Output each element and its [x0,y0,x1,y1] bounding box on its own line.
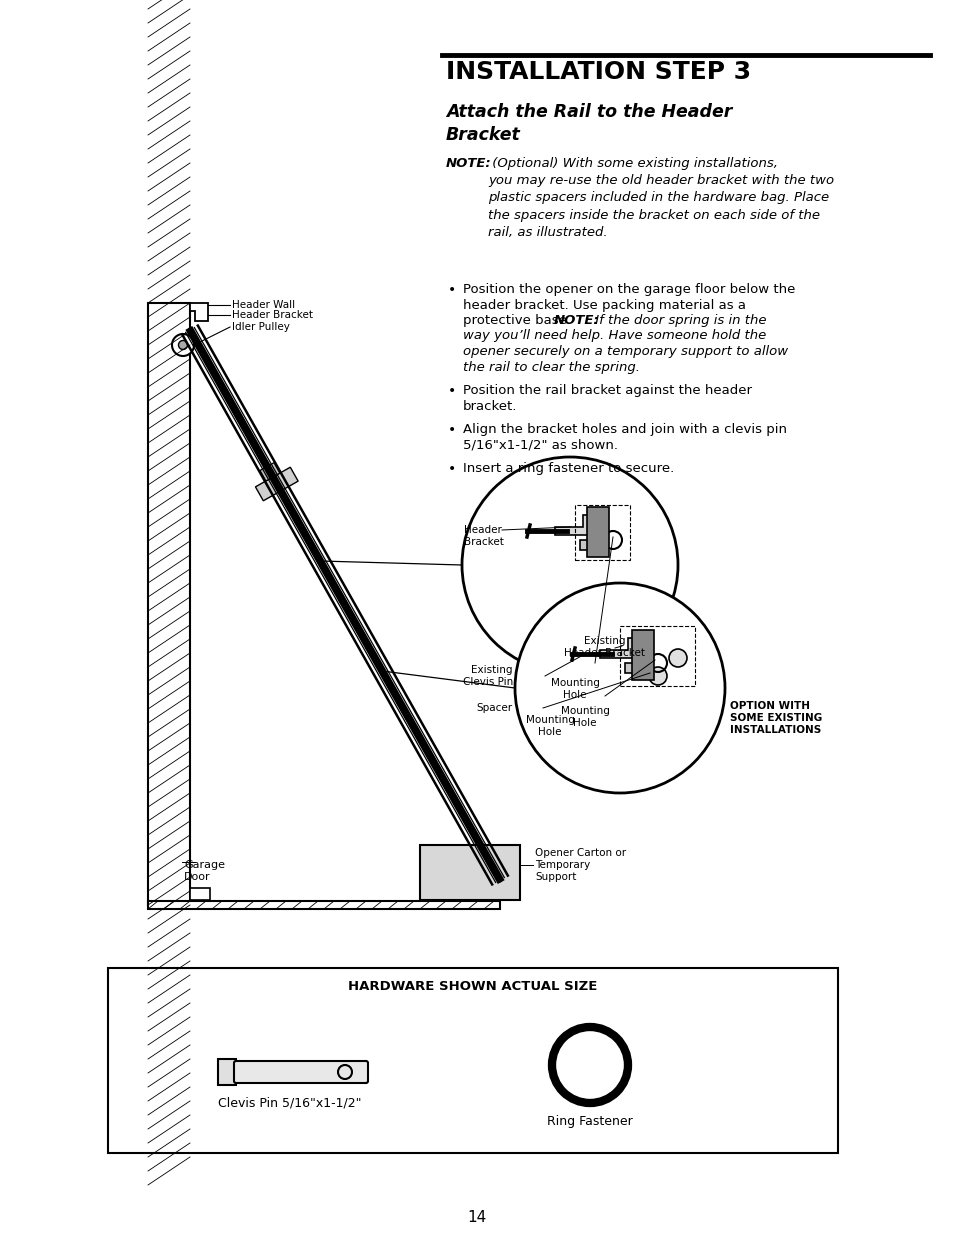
Text: OPTION WITH
SOME EXISTING
INSTALLATIONS: OPTION WITH SOME EXISTING INSTALLATIONS [729,701,821,735]
Text: Header Wall: Header Wall [232,300,294,310]
Text: Ring Fastener: Ring Fastener [547,1115,632,1128]
Text: way you’ll need help. Have someone hold the: way you’ll need help. Have someone hold … [462,330,765,342]
Text: •: • [448,283,456,296]
Text: INSTALLATION STEP 3: INSTALLATION STEP 3 [446,61,750,84]
Bar [218,1058,235,1086]
Text: Existing
Clevis Pin: Existing Clevis Pin [462,666,513,687]
Text: opener securely on a temporary support to allow: opener securely on a temporary support t… [462,345,787,358]
Text: Mounting
Hole: Mounting Hole [560,706,609,727]
Text: •: • [448,384,456,398]
Text: Align the bracket holes and join with a clevis pin: Align the bracket holes and join with a … [462,424,786,436]
Bar [586,508,608,557]
Bar [619,626,695,685]
Text: Existing
Header Bracket: Existing Header Bracket [564,636,645,657]
Text: Clevis Pin 5/16"x1-1/2": Clevis Pin 5/16"x1-1/2" [218,1097,361,1110]
Text: Position the rail bracket against the header: Position the rail bracket against the he… [462,384,751,396]
Text: If the door spring is in the: If the door spring is in the [590,314,765,327]
Text: Idler Pulley: Idler Pulley [232,322,290,332]
Text: •: • [448,424,456,437]
Polygon shape [260,463,279,480]
Text: (Optional) With some existing installations,
you may re-use the old header brack: (Optional) With some existing installati… [488,157,833,238]
Circle shape [172,333,193,356]
Text: 5/16"x1-1/2" as shown.: 5/16"x1-1/2" as shown. [462,438,618,452]
Text: 14: 14 [467,1210,486,1225]
Text: Opener Carton or
Temporary
Support: Opener Carton or Temporary Support [535,848,625,882]
FancyBboxPatch shape [233,1061,368,1083]
Polygon shape [190,303,208,321]
Text: the rail to clear the spring.: the rail to clear the spring. [462,361,639,373]
Text: Mounting
Hole: Mounting Hole [525,715,574,736]
Text: header bracket. Use packing material as a: header bracket. Use packing material as … [462,299,745,311]
Polygon shape [555,515,593,535]
Text: •: • [448,462,456,475]
Bar [108,968,837,1153]
Circle shape [648,667,666,685]
Circle shape [461,457,678,673]
Polygon shape [599,638,638,658]
Circle shape [668,650,686,667]
Text: protective base.: protective base. [462,314,575,327]
Bar [631,630,654,680]
Text: Header Bracket: Header Bracket [232,310,313,320]
Polygon shape [579,520,602,550]
Text: Header
Bracket: Header Bracket [463,525,503,547]
Bar [148,902,499,909]
Bar [419,845,519,900]
Text: NOTE:: NOTE: [446,157,491,170]
Bar [148,303,190,905]
Polygon shape [624,643,647,673]
Text: Garage
Door: Garage Door [184,860,225,882]
Text: Position the opener on the garage floor below the: Position the opener on the garage floor … [462,283,795,296]
Text: Attach the Rail to the Header
Bracket: Attach the Rail to the Header Bracket [446,103,732,144]
Circle shape [178,341,188,350]
Circle shape [515,583,724,793]
Text: Insert a ring fastener to secure.: Insert a ring fastener to secure. [462,462,674,475]
Text: Spacer: Spacer [476,703,513,713]
Bar [575,505,629,559]
Text: NOTE:: NOTE: [554,314,599,327]
Text: HARDWARE SHOWN ACTUAL SIZE: HARDWARE SHOWN ACTUAL SIZE [348,981,598,993]
Polygon shape [255,467,298,500]
Bar [190,888,210,900]
Text: bracket.: bracket. [462,399,517,412]
Text: Mounting
Hole: Mounting Hole [550,678,598,699]
